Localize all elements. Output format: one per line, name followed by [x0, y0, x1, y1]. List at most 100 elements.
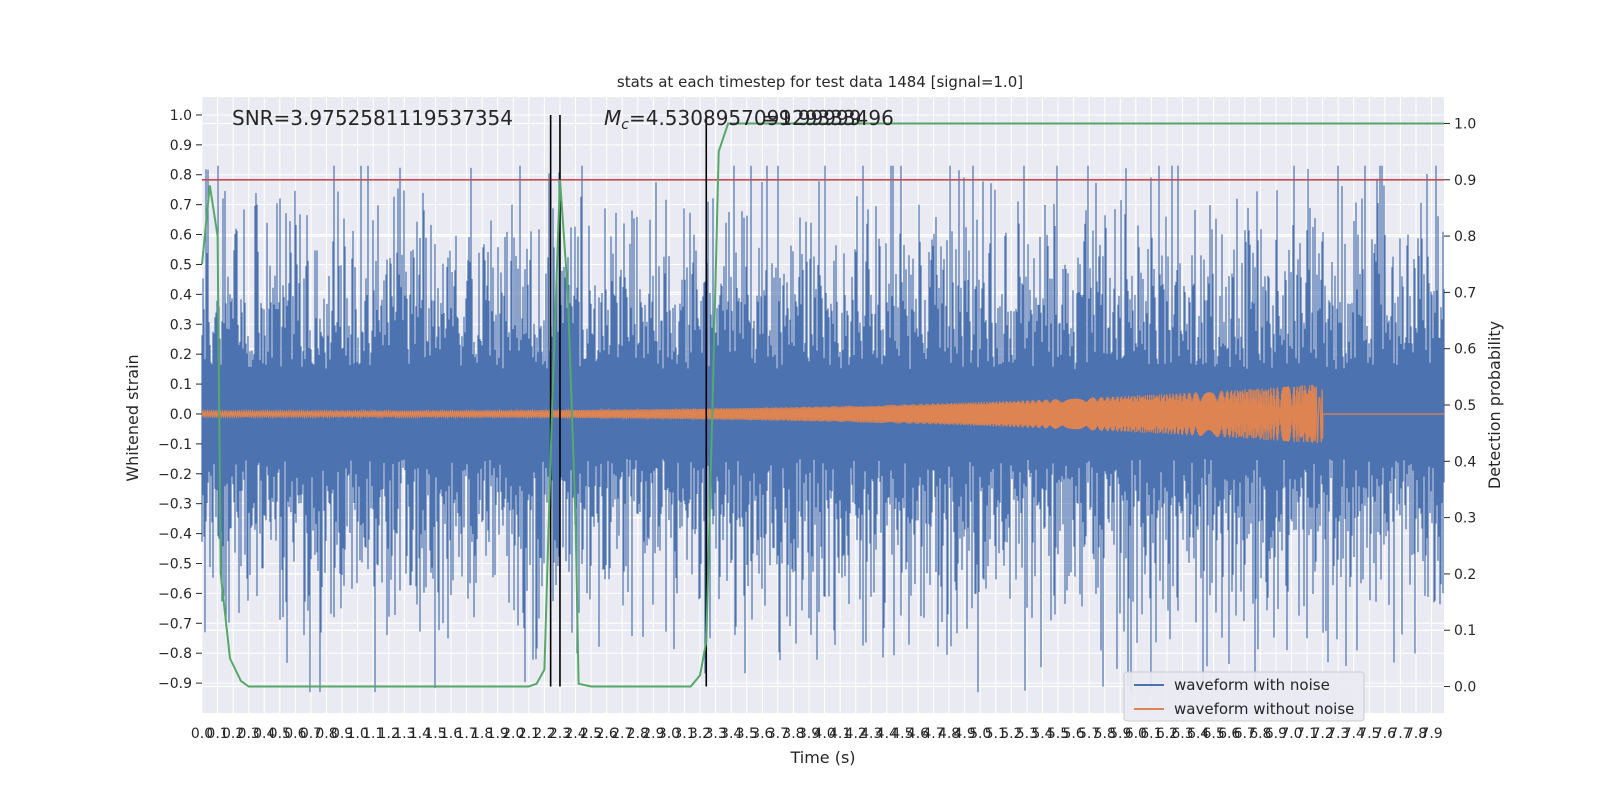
x-tick-label: 6.6	[1218, 726, 1240, 742]
x-tick-label: 1.4	[409, 726, 431, 742]
x-tick-label: 2.4	[564, 726, 586, 742]
y2-tick-label: 0.0	[1454, 680, 1476, 696]
x-tick-label: 3.3	[704, 726, 726, 742]
x-tick-label: 6.3	[1171, 726, 1193, 742]
x-tick-label: 3.6	[751, 726, 773, 742]
x-tick-label: 2.3	[549, 726, 571, 742]
x-tick-label: 2.8	[627, 726, 649, 742]
x-tick-label: 6.5	[1203, 726, 1225, 742]
y-tick-label: 0.1	[170, 377, 192, 393]
mc-symbol: M	[604, 106, 621, 130]
x-tick-label: 0.3	[238, 726, 260, 742]
y-axis-label: Whitened strain	[123, 354, 142, 481]
x-tick-label: 5.7	[1078, 726, 1100, 742]
y-tick-label: 0.8	[170, 168, 192, 184]
y2-axis-label: Detection probability	[1485, 321, 1504, 489]
x-tick-label: 7.6	[1374, 726, 1396, 742]
x-tick-label: 0.8	[315, 726, 337, 742]
y2-tick-label: 1.0	[1454, 116, 1476, 132]
y2-tick-label: 0.1	[1454, 623, 1476, 639]
x-tick-label: 4.4	[876, 726, 898, 742]
y2-tick-label: 0.7	[1454, 285, 1476, 301]
x-tick-label: 1.9	[487, 726, 509, 742]
y2-tick-label: 0.6	[1454, 342, 1476, 358]
x-tick-label: 1.8	[471, 726, 493, 742]
x-tick-label: 1.3	[393, 726, 415, 742]
legend-box	[1123, 671, 1365, 722]
x-tick-label: 3.4	[720, 726, 742, 742]
x-tick-label: 4.7	[922, 726, 944, 742]
x-tick-label: 3.0	[658, 726, 680, 742]
y-tick-label: −0.6	[158, 586, 192, 602]
x-tick-label: 3.1	[673, 726, 695, 742]
mc-overlap-text: =9.99999	[762, 106, 861, 130]
x-tick-label: 3.2	[689, 726, 711, 742]
clean-waveform-series	[201, 384, 1444, 444]
y2-tick-label: 0.4	[1454, 454, 1476, 470]
x-tick-label: 6.1	[1140, 726, 1162, 742]
x-tick-label: 7.3	[1327, 726, 1349, 742]
y-tick-label: 0.4	[170, 287, 192, 303]
y-tick-label: 0.9	[170, 138, 192, 154]
x-tick-label: 3.9	[798, 726, 820, 742]
y-tick-label: 0.6	[170, 228, 192, 244]
y-tick-label: 0.7	[170, 198, 192, 214]
x-axis-label: Time (s)	[789, 748, 855, 767]
x-tick-label: 1.1	[362, 726, 384, 742]
x-tick-label: 0.4	[253, 726, 275, 742]
y-tick-label: −0.2	[158, 467, 192, 483]
x-tick-label: 2.2	[533, 726, 555, 742]
x-tick-label: 2.7	[611, 726, 633, 742]
x-tick-label: 2.0	[502, 726, 524, 742]
x-tick-label: 7.1	[1296, 726, 1318, 742]
x-tick-label: 5.2	[1000, 726, 1022, 742]
chart-title: stats at each timestep for test data 148…	[617, 73, 1023, 91]
x-tick-label: 3.7	[767, 726, 789, 742]
y-tick-label: −0.8	[158, 646, 192, 662]
x-tick-label: 0.0	[191, 726, 213, 742]
snr-annotation: SNR=3.9752581119537354	[232, 106, 513, 130]
y-tick-label: −0.5	[158, 556, 192, 572]
x-tick-label: 1.6	[440, 726, 462, 742]
x-tick-label: 6.8	[1249, 726, 1271, 742]
y-tick-label: −0.3	[158, 497, 192, 513]
x-tick-label: 4.8	[938, 726, 960, 742]
x-tick-label: 7.5	[1358, 726, 1380, 742]
y2-tick-label: 0.9	[1454, 173, 1476, 189]
x-tick-label: 5.3	[1016, 726, 1038, 742]
x-tick-label: 5.1	[985, 726, 1007, 742]
mc-subscript: c	[621, 117, 629, 133]
y-tick-label: 0.2	[170, 347, 192, 363]
x-tick-label: 4.5	[891, 726, 913, 742]
legend: waveform with noise waveform without noi…	[1123, 671, 1365, 722]
probability-line	[201, 122, 1444, 688]
x-tick-label: 6.7	[1234, 726, 1256, 742]
x-tick-label: 5.0	[969, 726, 991, 742]
x-tick-label: 1.0	[347, 726, 369, 742]
y-tick-label: −0.1	[158, 437, 192, 453]
legend-label-noisy: waveform with noise	[1174, 676, 1330, 694]
x-tick-label: 4.3	[860, 726, 882, 742]
x-tick-label: 7.4	[1343, 726, 1365, 742]
x-tick-label: 5.9	[1109, 726, 1131, 742]
y2-tick-label: 0.8	[1454, 229, 1476, 245]
x-tick-label: 3.5	[736, 726, 758, 742]
x-tick-label: 4.2	[845, 726, 867, 742]
x-tick-label: 0.6	[284, 726, 306, 742]
x-tick-label: 6.9	[1265, 726, 1287, 742]
axes: 0.00.10.20.30.40.50.60.70.80.91.01.11.21…	[158, 108, 1476, 742]
x-tick-label: 4.9	[953, 726, 975, 742]
x-tick-label: 4.6	[907, 726, 929, 742]
y-tick-label: −0.4	[158, 527, 192, 543]
x-tick-label: 5.6	[1062, 726, 1084, 742]
x-tick-label: 5.4	[1031, 726, 1053, 742]
y-tick-label: 0.0	[170, 407, 192, 423]
x-tick-label: 7.7	[1389, 726, 1411, 742]
x-tick-label: 7.2	[1311, 726, 1333, 742]
x-tick-label: 4.0	[813, 726, 835, 742]
y-tick-label: 0.3	[170, 317, 192, 333]
mc-annotation: Mc=4.530895709129333496	[604, 106, 894, 133]
x-tick-label: 7.8	[1405, 726, 1427, 742]
y-tick-label: 0.5	[170, 257, 192, 273]
